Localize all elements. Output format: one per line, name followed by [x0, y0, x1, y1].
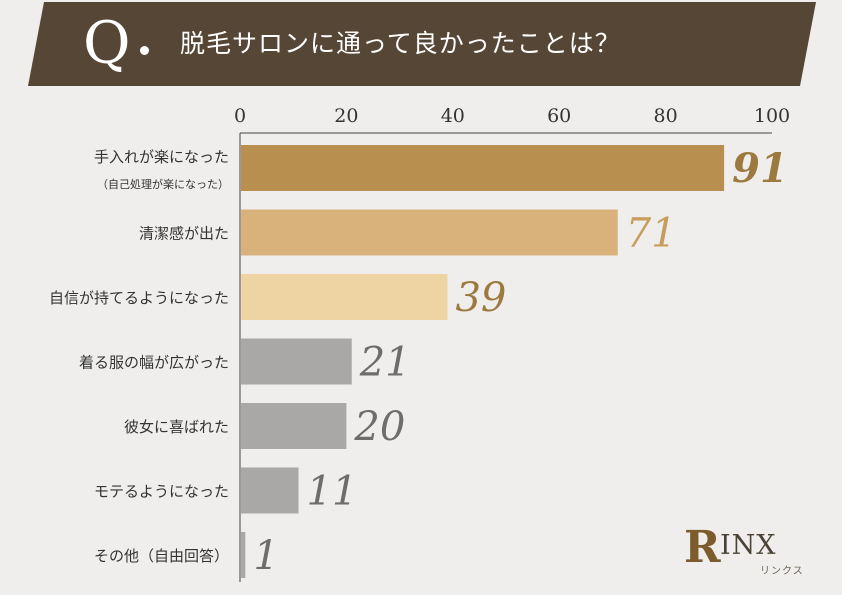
bar [241, 403, 347, 449]
value-label: 71 [626, 211, 677, 257]
value-label: 11 [307, 469, 358, 515]
category-sublabel: （自己処理が楽になった） [97, 177, 229, 191]
bar [241, 338, 352, 385]
x-tick-label: 100 [754, 105, 790, 127]
logo-mark: R [684, 522, 721, 573]
x-tick-label: 60 [547, 105, 571, 127]
x-tick-label: 0 [234, 105, 246, 127]
banner-background [28, 2, 816, 86]
category-label: 手入れが楽になった [94, 148, 229, 166]
value-label: 21 [359, 340, 411, 386]
x-tick-label: 20 [334, 105, 358, 127]
value-label: 91 [732, 145, 788, 192]
bar [241, 467, 299, 514]
question-title: 脱毛サロンに通って良かったことは？ [180, 29, 621, 58]
category-label: 自信が持てるようになった [49, 289, 229, 307]
category-label: 着る服の幅が広がった [79, 354, 229, 372]
category-label: その他（自由回答） [94, 547, 229, 565]
bar [241, 209, 618, 256]
category-label: モテるようになった [94, 483, 229, 501]
question-banner: Q 脱毛サロンに通って良かったことは？ [28, 2, 816, 86]
bar [241, 532, 246, 578]
category-label: 清潔感が出た [139, 225, 229, 243]
logo-text: INX [720, 530, 777, 561]
q-mark: Q [83, 9, 131, 77]
value-label: 39 [455, 275, 506, 321]
value-label: 20 [353, 404, 405, 450]
q-dot [140, 46, 149, 55]
bar [241, 145, 725, 191]
rinx-logo: R INX リンクス [684, 522, 834, 582]
logo-subtitle: リンクス [760, 566, 804, 577]
bar [241, 274, 448, 320]
value-label: 1 [253, 533, 278, 579]
x-tick-label: 80 [654, 105, 678, 127]
x-tick-label: 40 [441, 105, 465, 127]
category-label: 彼女に喜ばれた [124, 418, 229, 436]
